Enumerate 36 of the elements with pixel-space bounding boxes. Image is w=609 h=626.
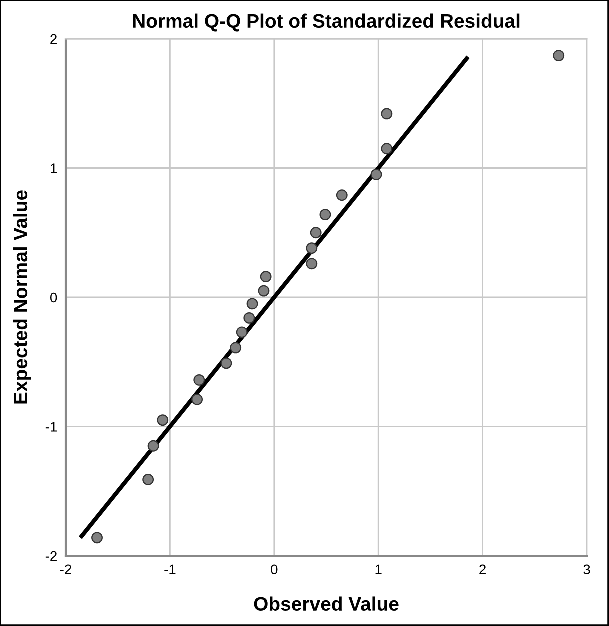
y-axis-title: Expected Normal Value <box>13 190 32 404</box>
point <box>157 414 169 426</box>
x-tick-label: 0 <box>271 564 278 575</box>
point <box>244 312 256 324</box>
point <box>306 258 318 270</box>
point <box>381 108 393 120</box>
point <box>336 190 348 202</box>
y-tick-label: 1 <box>51 164 57 174</box>
y-tick-label: 0 <box>50 292 58 303</box>
x-tick-label: 1 <box>376 564 382 574</box>
x-axis-title: Observed Value <box>254 596 399 612</box>
point <box>370 169 382 180</box>
x-tick-label: 3 <box>584 564 590 575</box>
point <box>194 374 206 386</box>
point <box>258 285 270 297</box>
point <box>220 358 232 370</box>
chart-title: Normal Q-Q Plot of Standardized Residual <box>133 14 520 32</box>
y-tick-label: -1 <box>46 422 57 432</box>
point <box>142 474 154 486</box>
x-tick-label: 2 <box>480 564 486 574</box>
point <box>381 143 393 155</box>
point <box>320 209 332 220</box>
point <box>553 50 565 62</box>
point <box>230 342 242 354</box>
point <box>306 242 318 254</box>
x-tick-label: -1 <box>164 564 176 574</box>
point <box>192 394 203 406</box>
y-tick-label: -2 <box>46 551 57 562</box>
point <box>92 532 103 544</box>
x-tick-label: -2 <box>60 564 72 574</box>
y-tick-label: 2 <box>50 34 57 44</box>
point <box>260 271 272 283</box>
point <box>246 298 258 310</box>
point <box>310 227 322 239</box>
point <box>236 326 248 338</box>
point <box>148 440 160 452</box>
